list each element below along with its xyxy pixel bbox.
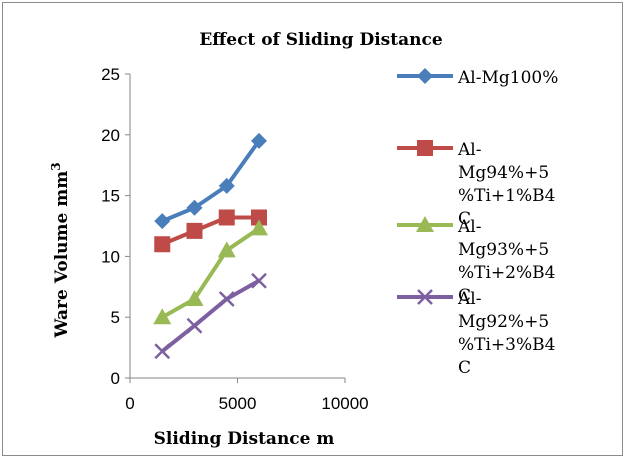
data-point — [251, 272, 267, 289]
legend-label-line: C — [458, 209, 471, 229]
y-tick-label: 10 — [101, 247, 120, 266]
data-point — [251, 132, 267, 149]
legend-marker — [417, 289, 433, 305]
series-4 — [154, 272, 267, 360]
legend-label-line: Al-Mg100% — [457, 68, 558, 88]
x-tick-label: 5000 — [219, 394, 257, 413]
legend-label-line: Mg93%+5 — [458, 240, 549, 260]
legend-label-line: Mg94%+5 — [458, 163, 549, 183]
data-point — [185, 289, 204, 306]
data-point — [153, 308, 172, 325]
data-point — [154, 343, 171, 360]
legend-label-line: C — [458, 358, 471, 378]
y-tick-label: 15 — [101, 187, 120, 206]
data-point — [217, 241, 236, 258]
legend-entry-3: Al- Mg93%+5 %Ti+2%B4 C — [397, 216, 555, 306]
data-point — [154, 236, 171, 253]
series-line — [161, 215, 259, 247]
series-3 — [153, 219, 268, 325]
data-point — [186, 222, 203, 239]
x-axis-ticks: 0 5000 10000 — [125, 378, 369, 413]
legend-label-line: Mg92%+5 — [458, 312, 549, 332]
series-line — [161, 139, 261, 223]
legend-label-line: %Ti+3%B4 — [458, 335, 555, 355]
legend-entry-2: Al- Mg94%+5 %Ti+1%B4 C — [397, 140, 555, 229]
data-point — [218, 291, 235, 307]
y-tick-label: 20 — [101, 126, 120, 145]
y-tick-label: 25 — [101, 65, 120, 84]
plot-area — [153, 132, 268, 360]
legend-label-line: %Ti+1%B4 — [458, 186, 555, 206]
y-axis-title-text: Ware Volume mm — [52, 171, 72, 339]
x-tick-label: 0 — [125, 394, 134, 413]
legend-label-line: Al- — [457, 217, 481, 237]
y-tick-label: 0 — [111, 369, 120, 388]
chart-title: Effect of Sliding Distance — [199, 30, 442, 50]
legend-label-line: C — [458, 286, 471, 306]
y-axis-title-superscript: 3 — [49, 162, 63, 170]
y-tick-label: 5 — [111, 308, 120, 327]
series-1 — [154, 132, 267, 230]
chart-frame — [2, 2, 623, 456]
data-point — [251, 209, 267, 226]
series-line — [161, 226, 261, 319]
y-axis-title: Ware Volume mm3 — [49, 162, 72, 338]
data-point — [250, 219, 268, 236]
legend-marker — [416, 216, 434, 232]
data-point — [218, 177, 235, 194]
legend: Al-Mg100%Al-Mg94%+5%Ti+1%B4CAl-Mg93%+5%T… — [397, 68, 558, 378]
data-point — [186, 199, 203, 216]
legend-entry-1: Al-Mg100% — [397, 68, 558, 88]
data-point — [218, 209, 235, 226]
legend-label-line: Al- — [457, 289, 481, 309]
legend-entry-4: Al- Mg92%+5 %Ti+3%B4 C — [397, 289, 555, 378]
series-line — [161, 278, 260, 353]
series-2 — [154, 209, 267, 253]
legend-marker — [417, 68, 433, 84]
data-point — [186, 317, 203, 334]
y-axis-ticks: 0 5 10 15 20 25 — [101, 65, 130, 388]
legend-label-line: %Ti+2%B4 — [458, 263, 555, 283]
x-tick-label: 10000 — [321, 394, 368, 413]
data-point — [154, 213, 171, 230]
legend-label-line: Al- — [457, 140, 481, 160]
x-axis-title: Sliding Distance m — [154, 429, 335, 449]
legend-marker — [417, 140, 433, 156]
